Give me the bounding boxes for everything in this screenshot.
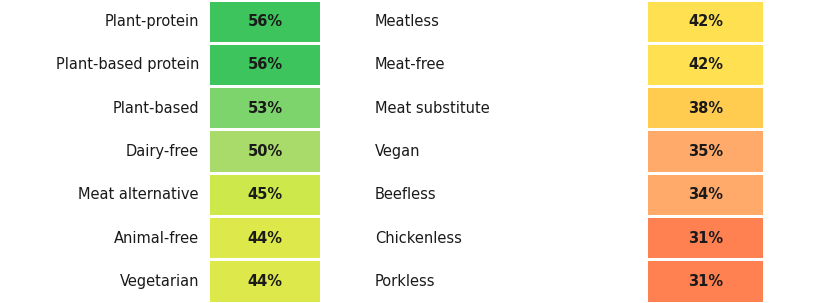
Text: Vegetarian: Vegetarian <box>119 274 199 289</box>
Text: Vegan: Vegan <box>375 144 421 159</box>
Text: 44%: 44% <box>248 274 283 289</box>
Bar <box>648 45 763 85</box>
Text: 56%: 56% <box>248 58 283 72</box>
Bar <box>210 218 320 258</box>
Text: Porkless: Porkless <box>375 274 435 289</box>
Bar <box>648 175 763 215</box>
Text: Plant-based protein: Plant-based protein <box>56 58 199 72</box>
Bar <box>210 45 320 85</box>
Bar <box>648 88 763 128</box>
Bar <box>210 132 320 171</box>
Text: Plant-based: Plant-based <box>113 101 199 116</box>
Bar <box>648 261 763 301</box>
Text: Meat alternative: Meat alternative <box>78 187 199 202</box>
Bar <box>648 132 763 171</box>
Bar <box>648 2 763 42</box>
Text: 44%: 44% <box>248 231 283 245</box>
Text: 31%: 31% <box>688 231 723 245</box>
Text: 42%: 42% <box>688 14 723 29</box>
Text: 53%: 53% <box>248 101 283 116</box>
Bar <box>210 175 320 215</box>
Text: 45%: 45% <box>248 187 283 202</box>
Text: 50%: 50% <box>248 144 283 159</box>
Text: Meat substitute: Meat substitute <box>375 101 489 116</box>
Text: 38%: 38% <box>688 101 723 116</box>
Bar <box>210 2 320 42</box>
Text: Meat-free: Meat-free <box>375 58 445 72</box>
Bar <box>210 88 320 128</box>
Bar <box>648 218 763 258</box>
Text: 56%: 56% <box>248 14 283 29</box>
Text: 31%: 31% <box>688 274 723 289</box>
Text: Chickenless: Chickenless <box>375 231 462 245</box>
Text: Beefless: Beefless <box>375 187 436 202</box>
Text: 42%: 42% <box>688 58 723 72</box>
Text: 34%: 34% <box>688 187 723 202</box>
Text: Meatless: Meatless <box>375 14 440 29</box>
Text: Animal-free: Animal-free <box>114 231 199 245</box>
Text: Plant-protein: Plant-protein <box>105 14 199 29</box>
Text: 35%: 35% <box>688 144 723 159</box>
Bar <box>210 261 320 301</box>
Text: Dairy-free: Dairy-free <box>126 144 199 159</box>
